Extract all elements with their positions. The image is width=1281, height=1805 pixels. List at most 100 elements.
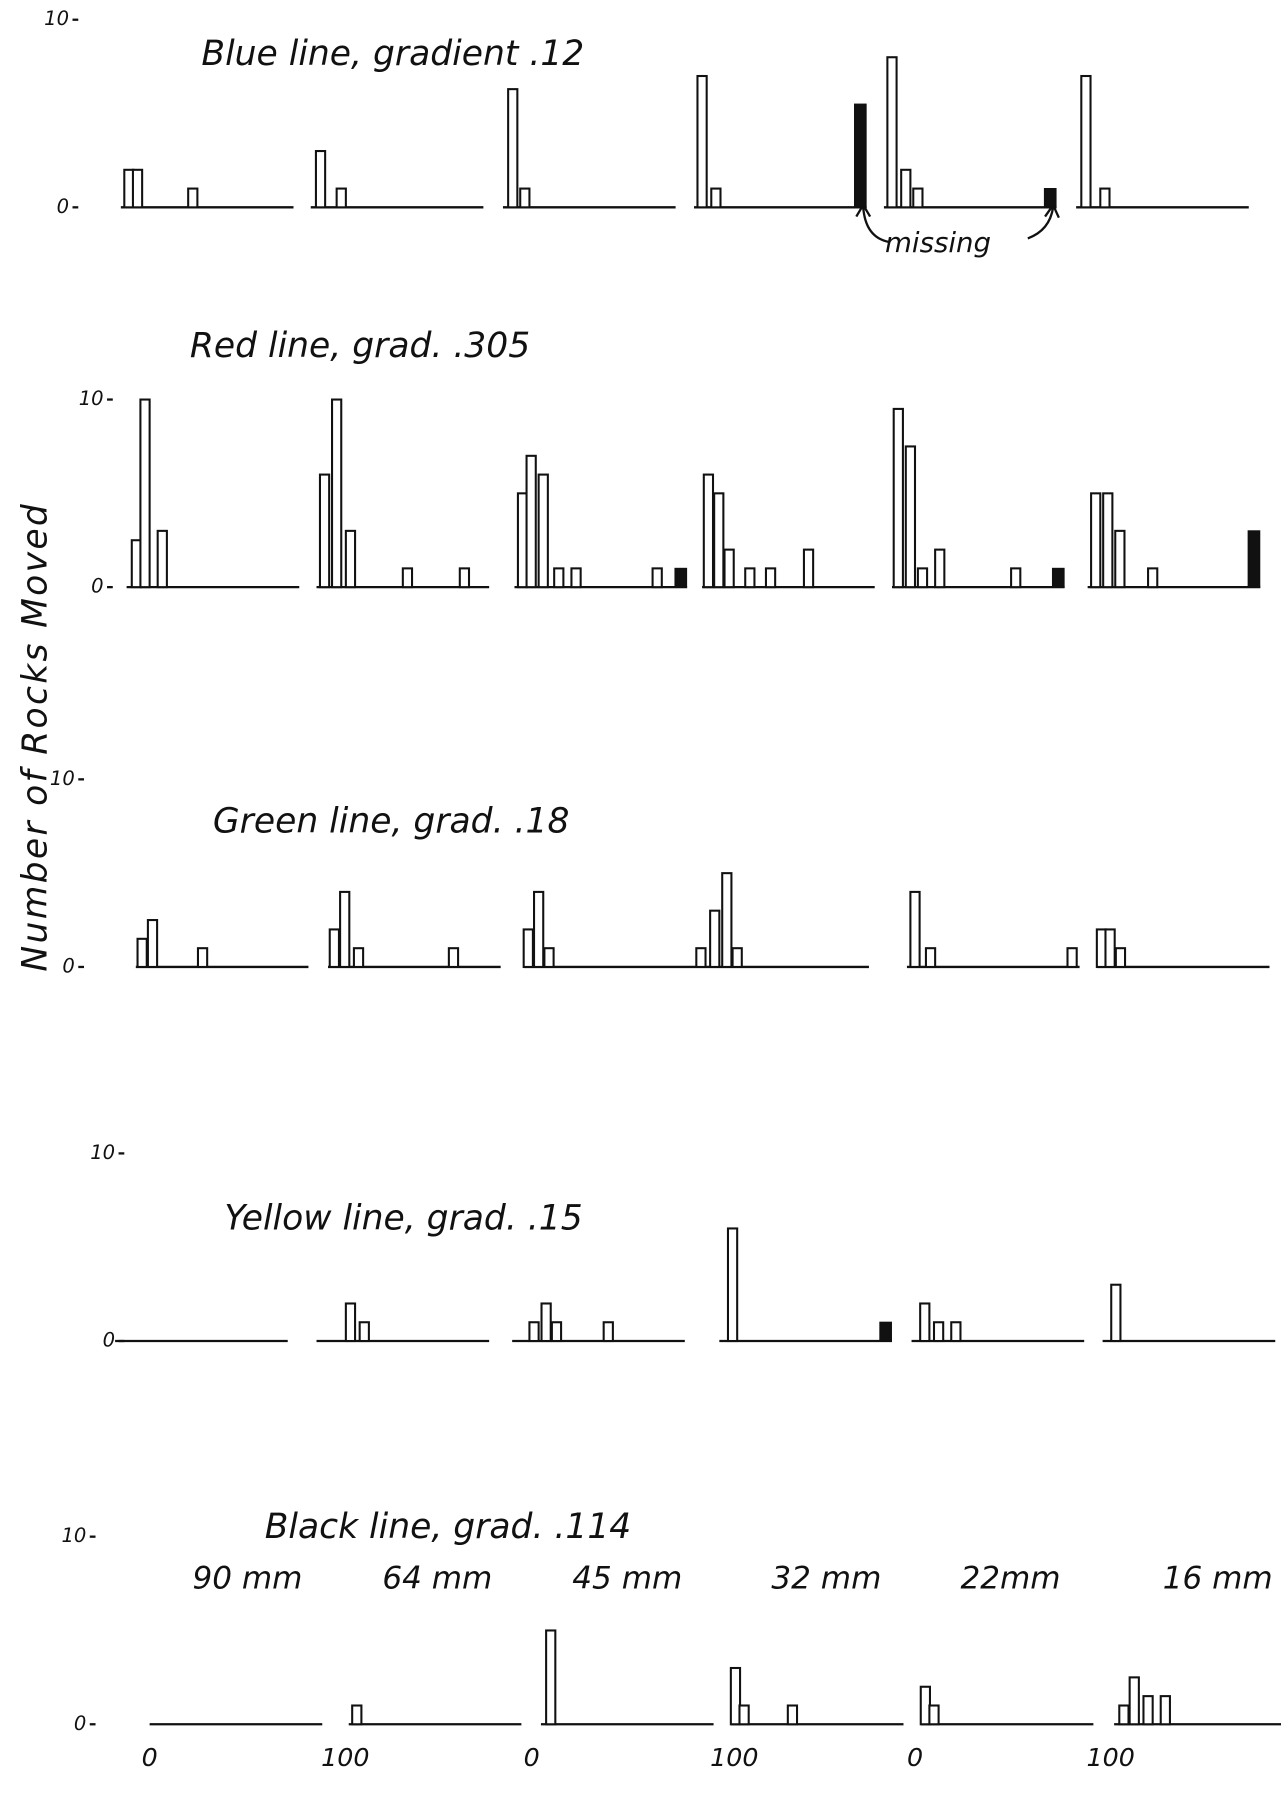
bar: [352, 947, 365, 968]
y-tick-label: 10: [61, 1524, 86, 1547]
bar: [919, 1302, 931, 1343]
bar: [344, 529, 357, 589]
bar: [729, 1666, 742, 1726]
y-axis-label: Number of Rocks Moved: [15, 502, 55, 972]
bar: [1010, 567, 1022, 589]
bar: [651, 567, 663, 589]
bar: [695, 947, 707, 968]
bar: [1090, 492, 1102, 589]
bar: [156, 529, 168, 589]
missing-bar: [853, 103, 867, 208]
bar: [696, 74, 708, 209]
bar: [1118, 1704, 1130, 1726]
missing-bar: [879, 1321, 892, 1342]
bar: [533, 890, 545, 968]
bar: [731, 947, 743, 968]
bar: [892, 407, 904, 589]
bar: [900, 168, 912, 209]
y-tick-label: 10: [90, 1141, 115, 1164]
bar: [339, 890, 351, 968]
bar: [1099, 187, 1111, 209]
distance-label: 100: [321, 1742, 369, 1772]
bar: [721, 872, 733, 968]
bar: [358, 1321, 370, 1343]
bar: [522, 928, 534, 968]
bar: [1104, 928, 1116, 968]
bar: [912, 187, 924, 209]
bar: [545, 1629, 557, 1726]
bar: [738, 1704, 750, 1726]
bar: [570, 567, 582, 589]
bar: [507, 88, 519, 209]
bar: [314, 150, 327, 209]
bar: [1147, 567, 1159, 589]
y-tick-label: 10: [44, 7, 69, 30]
bar: [525, 454, 537, 589]
distance-label: 0: [142, 1742, 158, 1772]
chart-title: Blue line, gradient .12: [201, 34, 584, 74]
bar: [1066, 947, 1078, 968]
bar: [344, 1302, 357, 1343]
bar: [916, 567, 929, 589]
missing-bar: [1247, 530, 1261, 588]
y-tick-label: 0: [62, 954, 74, 977]
bar: [328, 928, 340, 968]
bar: [950, 1321, 962, 1343]
bar: [187, 187, 199, 209]
bar: [709, 909, 721, 968]
bar: [723, 548, 735, 589]
chart-title: Black line, grad. .114: [265, 1507, 632, 1547]
bar: [1142, 1695, 1154, 1726]
chart-title: Green line, grad. .18: [213, 802, 569, 842]
bar: [934, 548, 946, 589]
bar: [726, 1227, 739, 1343]
missing-bar: [1051, 567, 1065, 588]
size-label: 90 mm: [192, 1560, 302, 1596]
bar: [131, 168, 144, 209]
bar: [1114, 947, 1127, 968]
bar: [537, 473, 549, 589]
bar: [932, 1321, 945, 1343]
bar: [909, 890, 921, 968]
bar: [764, 567, 777, 589]
bar: [528, 1321, 540, 1343]
bar: [550, 1321, 563, 1343]
bar: [136, 937, 148, 968]
distance-label: 100: [1086, 1742, 1134, 1772]
bar: [318, 473, 331, 589]
annotation-arrow: [855, 202, 889, 243]
bar: [744, 567, 756, 589]
bar: [447, 947, 460, 968]
bar: [1128, 1676, 1140, 1726]
bar: [196, 947, 209, 968]
bar: [540, 1302, 552, 1343]
y-tick-label: 0: [91, 575, 103, 598]
bar: [519, 187, 531, 209]
annotation-arrow: [1027, 202, 1060, 240]
missing-bar: [674, 567, 688, 588]
bar: [331, 398, 343, 589]
distance-label: 0: [907, 1742, 923, 1772]
size-label: 64 mm: [382, 1560, 492, 1596]
bar: [1159, 1695, 1171, 1726]
bar: [886, 56, 898, 209]
bar: [786, 1704, 799, 1726]
bar: [401, 567, 414, 589]
bar: [1114, 529, 1126, 589]
y-tick-label: 0: [57, 195, 69, 218]
missing-bar: [1043, 187, 1057, 208]
bar: [553, 567, 565, 589]
bar: [543, 947, 555, 968]
y-tick-label: 10: [79, 387, 104, 410]
bar: [924, 947, 937, 968]
size-label: 45 mm: [572, 1560, 682, 1596]
size-label: 22mm: [961, 1560, 1061, 1596]
bar: [351, 1704, 363, 1726]
distance-label: 100: [710, 1742, 758, 1772]
y-tick-label: 10: [50, 767, 75, 790]
bar: [335, 187, 347, 209]
size-label: 16 mm: [1163, 1560, 1273, 1596]
bar: [458, 567, 471, 589]
